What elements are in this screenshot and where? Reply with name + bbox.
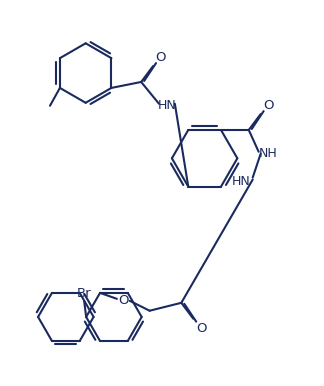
Text: Br: Br [77, 287, 91, 300]
Text: O: O [119, 294, 129, 307]
Text: O: O [263, 99, 274, 112]
Text: O: O [196, 322, 206, 335]
Text: HN: HN [157, 99, 176, 112]
Text: HN: HN [231, 175, 250, 188]
Text: O: O [156, 51, 166, 64]
Text: NH: NH [259, 147, 278, 160]
